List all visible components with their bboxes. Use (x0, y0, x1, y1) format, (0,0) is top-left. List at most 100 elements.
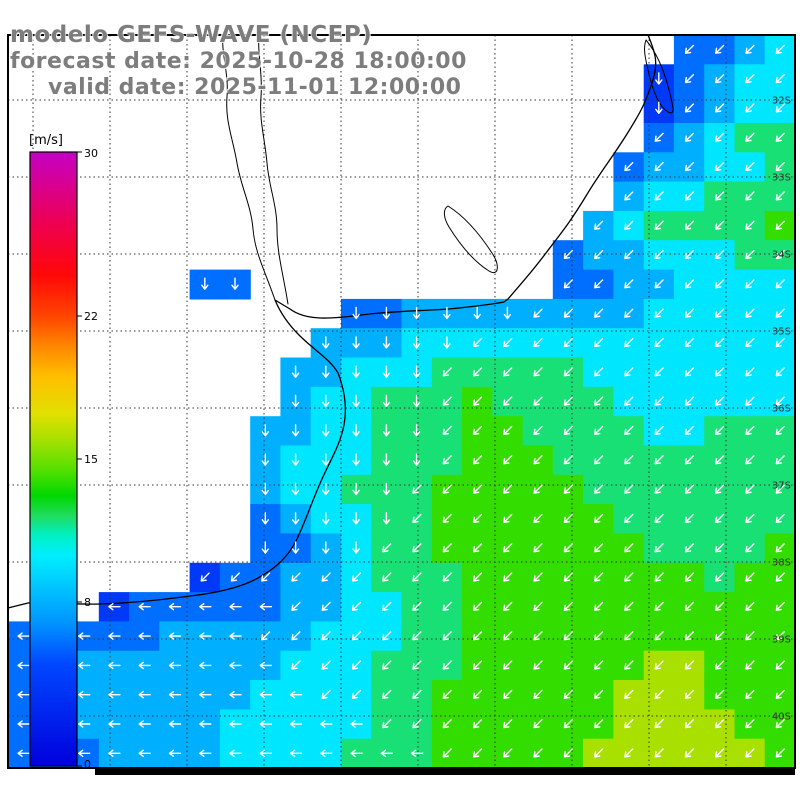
wave-arrow (442, 484, 452, 494)
wave-arrow (503, 719, 513, 729)
latitude-labels: 32S 33S 34S 35S 36S 37S 38S 39S 40S (772, 96, 791, 723)
wave-arrow (412, 453, 421, 466)
wave-arrow (654, 191, 664, 201)
wave-arrow (138, 661, 151, 670)
wave-arrow (654, 425, 664, 436)
wave-arrow (563, 631, 573, 641)
wave-arrow (775, 513, 785, 524)
wave-arrow (382, 365, 391, 378)
wave-arrow (745, 513, 755, 524)
wave-arrow (412, 572, 422, 582)
wave-arrow (259, 691, 272, 699)
wave-arrow (715, 103, 725, 113)
wave-arrow (138, 749, 151, 757)
wave-arrow (775, 279, 785, 289)
wave-arrow (715, 132, 725, 142)
wave-arrow (594, 572, 604, 582)
wave-arrow (715, 396, 725, 406)
wave-arrow (745, 220, 755, 230)
wave-arrow (442, 425, 452, 436)
wave-arrow (775, 396, 785, 406)
wave-arrow (594, 748, 604, 758)
wave-arrow (201, 277, 209, 290)
wave-arrow (77, 720, 91, 728)
wave-arrow (382, 394, 391, 408)
wave-arrow (684, 601, 695, 611)
wave-direction-arrows (17, 44, 785, 758)
wave-arrow (442, 748, 452, 758)
lat-label: 33S (772, 173, 791, 184)
wave-arrow (503, 306, 512, 320)
wave-arrow (624, 396, 634, 406)
wave-arrow (472, 543, 483, 553)
wave-arrow (261, 631, 271, 641)
wave-arrow (745, 425, 755, 436)
wave-arrow (229, 661, 242, 670)
wave-arrow (291, 424, 300, 437)
wave-arrow (775, 103, 785, 113)
wave-arrow (745, 455, 755, 465)
wave-arrow (745, 161, 755, 172)
wave-arrow (322, 512, 330, 525)
wave-arrow (594, 308, 604, 318)
wave-arrow (684, 308, 695, 318)
wave-arrow (654, 455, 664, 465)
wave-arrow (775, 455, 785, 465)
wave-arrow (563, 748, 573, 758)
wave-arrow (624, 748, 634, 758)
wave-arrow (533, 719, 543, 729)
wave-arrow (442, 689, 452, 699)
wave-arrow (654, 660, 664, 670)
wave-arrow (472, 572, 483, 582)
wave-arrow (624, 249, 634, 260)
wave-arrow (654, 308, 664, 318)
wave-arrow (624, 543, 634, 553)
wave-arrow (624, 601, 634, 611)
wave-arrow (745, 74, 755, 84)
wave-arrow (684, 74, 695, 84)
wave-arrow (472, 337, 483, 348)
wave-arrow (654, 719, 664, 729)
wave-arrow (654, 631, 664, 641)
wave-arrow (563, 425, 573, 436)
wave-arrow (503, 396, 513, 406)
wave-arrow (594, 631, 604, 641)
river-contour-parana (222, 34, 276, 301)
wave-arrow (412, 306, 421, 320)
wave-arrow (715, 191, 725, 201)
wave-arrow (624, 191, 634, 201)
wave-arrow (533, 572, 543, 582)
wave-arrow (684, 132, 695, 142)
wave-arrow (291, 482, 300, 496)
wave-arrow (684, 191, 695, 201)
wave-arrow (289, 691, 303, 699)
wave-arrow (684, 689, 695, 699)
forecast-date-label: forecast date: 2025-10-28 18:00:00 (10, 49, 467, 74)
wave-arrow (715, 719, 725, 729)
colorbar-tick-22: 22 (84, 310, 98, 323)
wave-arrow (624, 425, 634, 436)
wave-arrow (745, 543, 755, 553)
wave-arrow (745, 44, 755, 54)
wave-arrow (291, 512, 300, 525)
wave-arrow (352, 453, 360, 466)
wave-arrow (715, 249, 725, 260)
wave-arrow (382, 719, 392, 729)
wave-arrow (684, 367, 695, 377)
wave-arrow (138, 603, 151, 611)
wave-arrow (291, 572, 301, 582)
wave-arrow (442, 367, 452, 377)
wave-arrow (563, 513, 573, 524)
wave-arrow (775, 601, 785, 611)
wave-arrow (261, 482, 269, 496)
wave-arrow (715, 660, 725, 670)
wave-arrow (412, 336, 421, 349)
wave-arrow (563, 484, 573, 494)
wave-arrow (715, 631, 725, 641)
wave-arrow (382, 336, 391, 349)
wave-arrow (745, 308, 755, 318)
wave-arrow (533, 396, 543, 406)
wave-arrow (533, 425, 543, 436)
wave-arrow (229, 691, 242, 699)
wave-arrow (745, 132, 755, 142)
